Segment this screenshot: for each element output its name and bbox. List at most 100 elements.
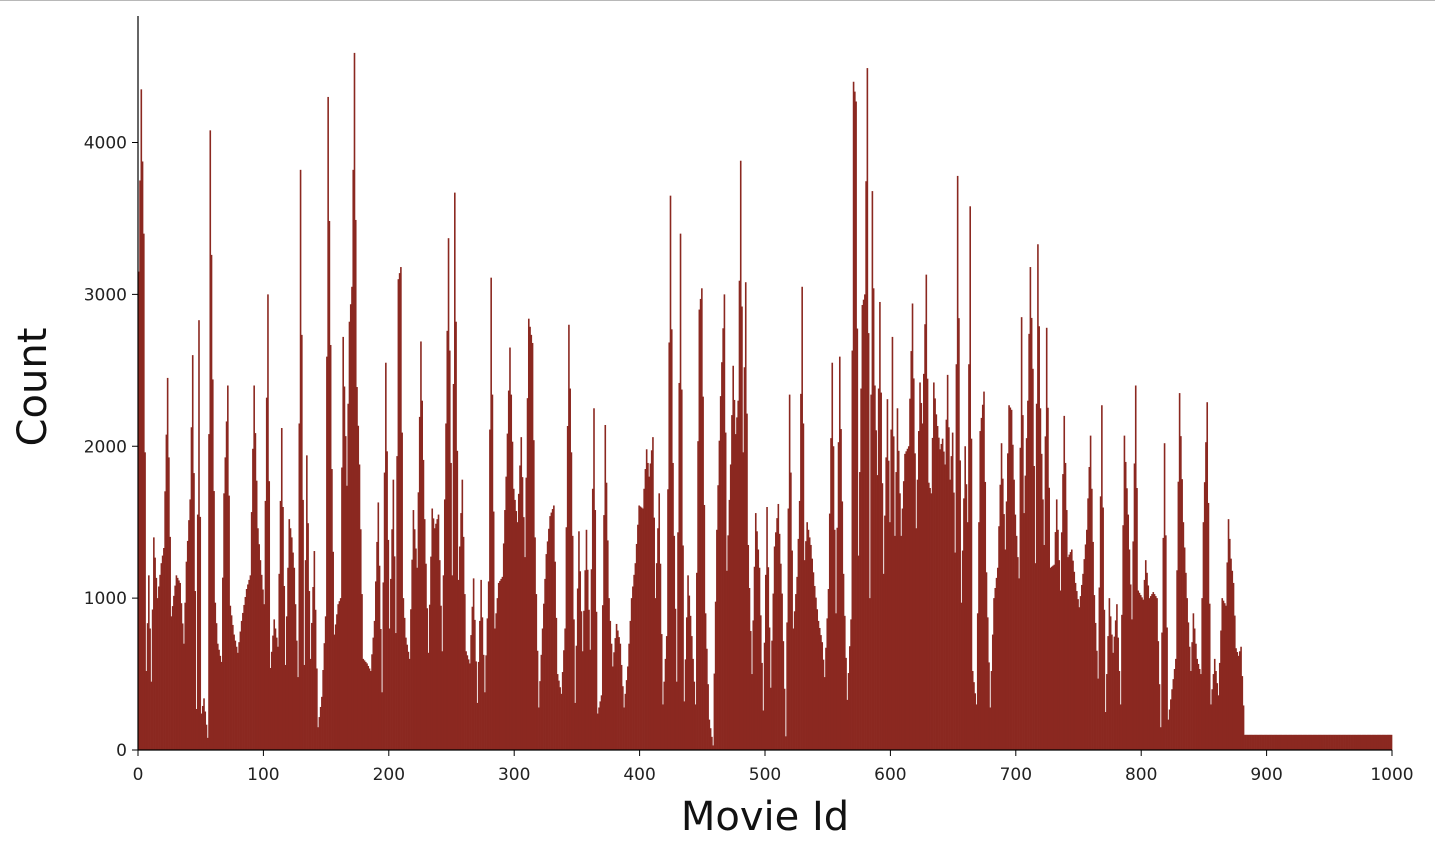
bar [910, 351, 913, 750]
bar [464, 594, 466, 750]
bar [504, 510, 506, 750]
bar [917, 431, 920, 750]
bar [704, 613, 707, 750]
bar [1118, 671, 1121, 750]
bar [240, 620, 243, 750]
bar [198, 320, 200, 750]
bar [386, 451, 388, 750]
bar [1356, 734, 1359, 750]
bar [1002, 478, 1004, 750]
bar [907, 446, 910, 750]
bar [1043, 544, 1045, 750]
bar [758, 567, 761, 750]
bar [816, 609, 819, 750]
x-tick-label: 200 [373, 765, 405, 785]
bar [279, 500, 282, 750]
bar [1059, 590, 1062, 750]
bar [649, 463, 652, 750]
bar [211, 379, 214, 750]
bar [233, 634, 235, 750]
bar [1223, 603, 1226, 750]
bar [451, 575, 454, 750]
bar [1069, 552, 1072, 750]
bar [993, 598, 995, 751]
bar [712, 745, 714, 750]
bar [1057, 529, 1059, 750]
x-tick-label: 800 [1125, 765, 1157, 785]
bar [988, 662, 990, 750]
bar [1119, 704, 1122, 750]
bar [440, 605, 442, 750]
bar [1104, 712, 1107, 750]
bar [326, 356, 328, 750]
bar [1134, 385, 1137, 750]
bar [667, 489, 669, 750]
bar [290, 537, 293, 751]
bar [333, 634, 336, 750]
bar [588, 609, 590, 750]
bar [443, 499, 446, 750]
bar [813, 585, 816, 750]
bar [1304, 734, 1306, 750]
bar [520, 437, 523, 750]
bar [940, 443, 943, 750]
bar [1114, 620, 1117, 750]
bar [1032, 368, 1034, 750]
bar [397, 279, 400, 750]
bar [1301, 734, 1304, 750]
bar [841, 501, 844, 750]
bar [408, 658, 411, 751]
bar [466, 655, 469, 750]
bar [222, 577, 224, 750]
bar [607, 540, 609, 750]
bar [183, 643, 185, 750]
bar [456, 450, 459, 750]
bar [242, 612, 244, 750]
bar [1154, 596, 1157, 750]
bar [601, 605, 604, 750]
bar [812, 572, 815, 750]
bar [678, 382, 681, 750]
bar [1318, 734, 1320, 750]
bar [585, 529, 588, 750]
bar [296, 640, 298, 750]
bar [1339, 734, 1341, 750]
bar [538, 707, 540, 750]
bar [862, 299, 865, 750]
bar [1200, 674, 1202, 750]
bar [959, 460, 961, 750]
bar [698, 309, 701, 750]
bar [158, 586, 160, 750]
bar [1380, 734, 1383, 750]
bar [1062, 474, 1064, 750]
bar [770, 687, 772, 750]
bar [995, 577, 998, 751]
bar [357, 425, 360, 750]
bar [543, 603, 545, 750]
bar [711, 736, 713, 750]
bar [583, 610, 585, 750]
bar [352, 169, 355, 751]
bar [1128, 549, 1131, 750]
bar [677, 532, 679, 750]
y-ticks-group: 0 1000 2000 3000 4000 [84, 134, 138, 761]
bar [1354, 734, 1356, 750]
bar [294, 604, 297, 750]
bar [1193, 628, 1196, 750]
bar [738, 280, 741, 750]
bar [618, 637, 620, 750]
bar [387, 539, 390, 750]
bar [1389, 734, 1392, 750]
bar [1175, 658, 1177, 751]
bar [515, 511, 518, 750]
bar [603, 515, 605, 750]
bar [1231, 570, 1234, 750]
bar [591, 488, 594, 750]
bar [210, 254, 213, 750]
bar [1121, 614, 1123, 750]
bar [1269, 734, 1271, 750]
bar [1044, 436, 1047, 750]
bar [239, 631, 242, 750]
bar [1005, 501, 1008, 750]
bar [683, 701, 686, 750]
